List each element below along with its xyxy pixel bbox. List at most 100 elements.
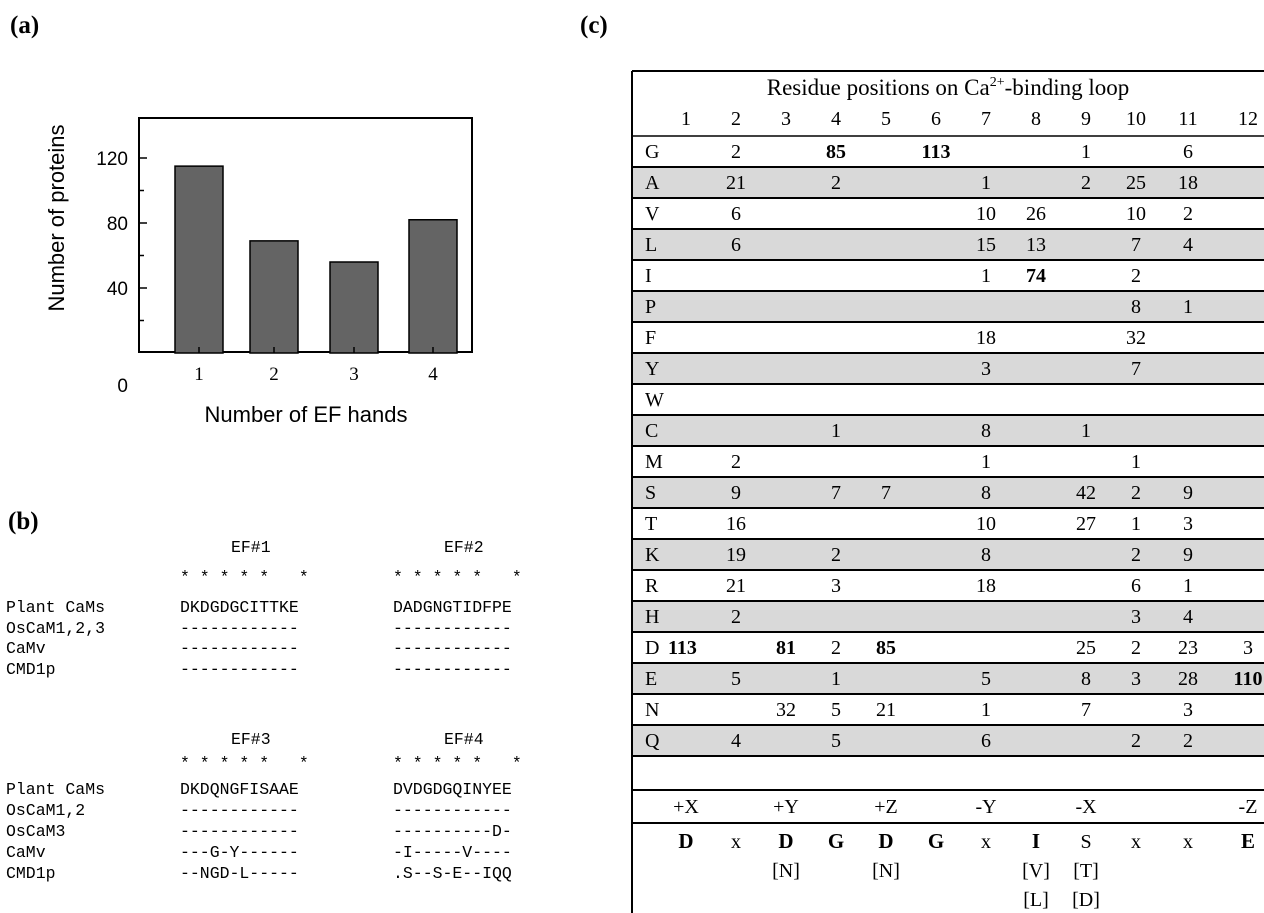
residue-count: 81 (776, 637, 796, 659)
residue-count: 3 (1183, 513, 1193, 535)
residue-count: 21 (726, 575, 746, 597)
residue-count: 18 (976, 575, 996, 597)
residue-count: 1 (1081, 420, 1091, 442)
alignment-block-1: EF#1 EF#2 * * * * * * * * * * * * Plant … (6, 538, 566, 698)
x-tick-label: 1 (194, 364, 204, 385)
residue-count: 2 (1131, 544, 1141, 566)
amino-acid-S: S (645, 482, 656, 504)
amino-acid-G: G (645, 141, 659, 163)
y-tick-label: 40 (107, 279, 128, 300)
amino-acid-F: F (645, 327, 656, 349)
amino-acid-A: A (645, 172, 660, 194)
consensus-residue: D (878, 829, 893, 853)
x-tick-label: 3 (349, 364, 359, 385)
amino-acid-T: T (645, 513, 657, 535)
residue-count: 6 (1131, 575, 1141, 597)
residue-count: 2 (731, 451, 741, 473)
alternative-residue: [T] (1073, 860, 1099, 882)
residue-count: 21 (726, 172, 746, 194)
sequence-ef-a: DKDQNGFISAAE (180, 780, 299, 799)
residue-count: 8 (1131, 296, 1141, 318)
residue-count: 1 (1131, 513, 1141, 535)
residue-count: 8 (981, 544, 991, 566)
residue-count: 2 (1131, 730, 1141, 752)
residue-count: 4 (1183, 606, 1193, 628)
amino-acid-M: M (645, 451, 663, 473)
residue-count: 9 (731, 482, 741, 504)
amino-acid-H: H (645, 606, 659, 628)
residue-count: 42 (1076, 482, 1096, 504)
residue-count: 2 (1131, 637, 1141, 659)
consensus-residue: x (731, 831, 741, 853)
position-number: 12 (1238, 108, 1258, 130)
sequence-name: OsCaM1,2 (6, 801, 86, 820)
x-tick-label: 4 (428, 364, 438, 385)
sequence-name: CMD1p (6, 659, 56, 679)
alignment-block-2: EF#3 EF#4 * * * * * * * * * * * * Plant … (6, 730, 566, 910)
residue-count: 13 (1026, 234, 1046, 256)
position-number: 1 (681, 108, 691, 130)
consensus-residue: G (928, 829, 944, 853)
sequence-name: CaMv (6, 639, 46, 658)
residue-count: 7 (1131, 358, 1141, 380)
residue-count: 85 (826, 141, 846, 163)
amino-acid-E: E (645, 668, 657, 690)
consensus-residue: x (981, 831, 991, 853)
bar-4 (408, 219, 458, 354)
row-shading (632, 601, 1264, 632)
residue-count: 25 (1076, 637, 1096, 659)
row-shading (632, 167, 1264, 198)
sequence-ef-b: ------------ (393, 659, 512, 679)
residue-count: 4 (1183, 234, 1193, 256)
residue-count: 8 (981, 482, 991, 504)
consensus-residue: D (678, 829, 693, 853)
conserved-stars-1: * * * * * * (180, 568, 309, 587)
consensus-residue: x (1131, 831, 1141, 853)
amino-acid-L: L (645, 234, 657, 256)
sequence-ef-b: ------------ (393, 618, 512, 638)
coordinate-label: +Z (874, 796, 898, 818)
residue-count: 2 (831, 172, 841, 194)
conserved-stars-2: * * * * * * (393, 568, 522, 587)
residue-count: 1 (1081, 141, 1091, 163)
sequence-ef-a: ---G-Y------ (180, 843, 299, 862)
position-number: 7 (981, 108, 991, 130)
sequence-ef-a: ------------ (180, 801, 299, 820)
residue-count: 113 (668, 637, 697, 659)
residue-count: 3 (1243, 637, 1253, 659)
row-shading (632, 229, 1264, 260)
bar-1 (174, 165, 224, 354)
coordinate-label: +X (673, 796, 699, 818)
sequence-name: Plant CaMs (6, 598, 106, 617)
residue-count: 32 (776, 699, 796, 721)
sequence-name: OsCaM1,2,3 (6, 618, 106, 638)
y-axis-label: Number of proteins (44, 124, 69, 311)
alternative-residue: [N] (772, 860, 800, 882)
position-number: 2 (731, 108, 741, 130)
coordinate-label: +Y (773, 796, 799, 818)
residue-count: 6 (981, 730, 991, 752)
sequence-ef-b: ----------D- (393, 822, 512, 841)
sequence-ef-b: DADGNGTIDFPE (393, 598, 512, 617)
amino-acid-P: P (645, 296, 656, 318)
residue-count: 10 (1126, 203, 1146, 225)
sequence-ef-b: ------------ (393, 801, 512, 820)
conserved-stars-3: * * * * * * (180, 754, 309, 773)
residue-count: 9 (1183, 482, 1193, 504)
residue-count: 5 (831, 699, 841, 721)
residue-count: 10 (976, 513, 996, 535)
residue-count: 1 (1131, 451, 1141, 473)
row-shading (632, 415, 1264, 446)
x-tick-label: 2 (269, 364, 279, 385)
residue-count: 1 (981, 265, 991, 287)
sequence-ef-a: ------------ (180, 639, 299, 658)
amino-acid-K: K (645, 544, 660, 566)
amino-acid-V: V (645, 203, 660, 225)
residue-count: 10 (976, 203, 996, 225)
residue-count: 1 (1183, 296, 1193, 318)
residue-count: 2 (1183, 203, 1193, 225)
sequence-ef-b: .S--S-E--IQQ (393, 864, 512, 883)
residue-count: 6 (731, 203, 741, 225)
ef-header-1: EF#1 (231, 538, 271, 557)
coordinate-label: -Y (975, 796, 996, 818)
